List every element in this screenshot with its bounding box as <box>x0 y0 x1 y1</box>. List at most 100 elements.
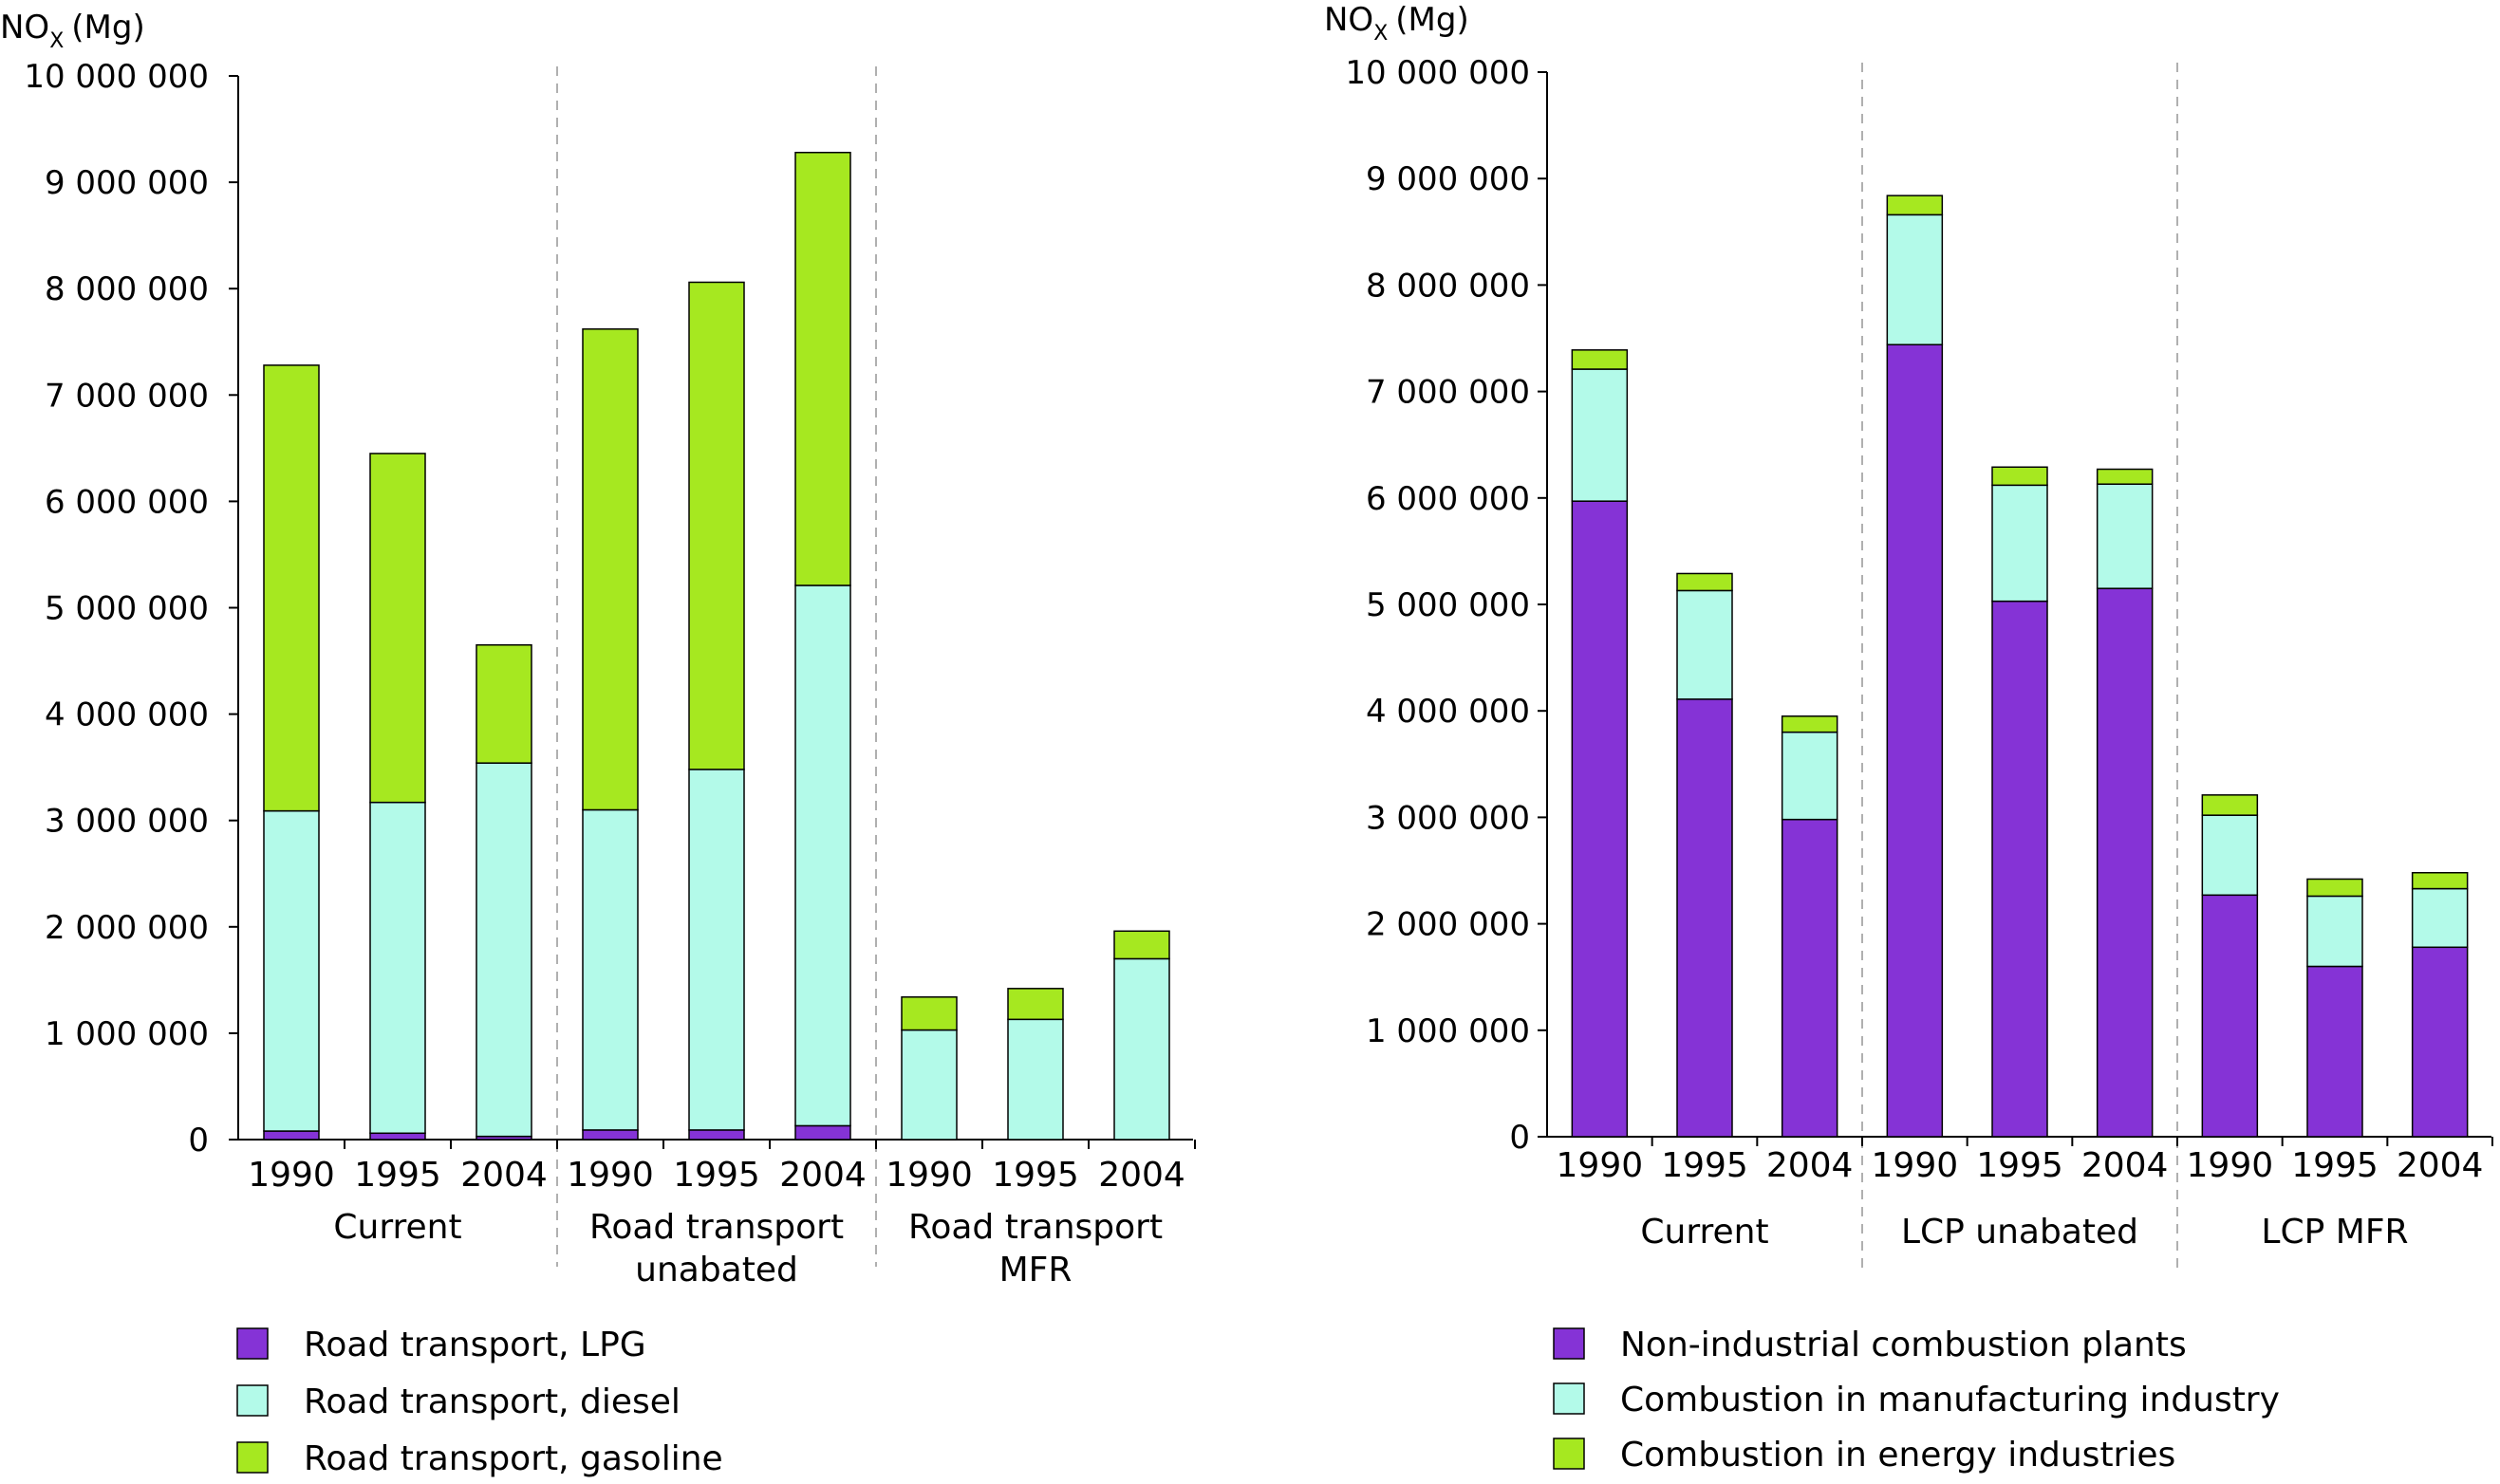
y-tick-label: 6 000 000 <box>1366 480 1530 518</box>
bar-segment-road-transport-gasoline <box>688 281 745 770</box>
bar-segment-road-transport-gasoline <box>1113 930 1170 960</box>
bar-segment-combustion-in-manufacturing-industry <box>1781 731 1838 821</box>
legend-label: Non-industrial combustion plants <box>1620 1326 2187 1364</box>
bar-segment-non-industrial-combustion-plants <box>1676 698 1733 1138</box>
bar-segment-road-transport-gasoline <box>901 996 958 1031</box>
bar-segment-road-transport-lpg <box>263 1130 320 1141</box>
bar-segment-road-transport-gasoline <box>794 151 851 586</box>
y-tick-label: 10 000 000 <box>24 58 209 96</box>
y-tick-label: 8 000 000 <box>1366 267 1530 305</box>
bar-segment-road-transport-gasoline <box>476 643 532 764</box>
x-tick-label: 1995 <box>673 1156 760 1195</box>
x-tick-label: 1990 <box>886 1156 973 1195</box>
x-tick-label: 2004 <box>460 1156 548 1195</box>
bar-segment-road-transport-diesel <box>1113 957 1170 1141</box>
y-axis-label-main: NO <box>1324 1 1373 39</box>
y-tick-label: 8 000 000 <box>45 270 209 308</box>
bar-segment-road-transport-diesel <box>369 801 426 1135</box>
bar-segment-combustion-in-manufacturing-industry <box>2306 895 2363 968</box>
group-label: Road transport <box>589 1208 844 1247</box>
y-tick-label: 9 000 000 <box>45 164 209 202</box>
x-tick-label: 1995 <box>1661 1146 1748 1185</box>
y-axis-label-main: NO <box>0 9 49 46</box>
bar-segment-combustion-in-energy-industries <box>2306 878 2363 898</box>
y-tick-label: 2 000 000 <box>45 909 209 947</box>
bar-segment-road-transport-diesel <box>263 809 320 1132</box>
y-tick-label: 4 000 000 <box>45 696 209 734</box>
x-tick-label: 2004 <box>779 1156 867 1195</box>
x-tick-label: 1990 <box>567 1156 654 1195</box>
y-axis-label-unit: (Mg) <box>71 9 144 46</box>
bar-segment-non-industrial-combustion-plants <box>2201 894 2259 1138</box>
x-tick-label: 1990 <box>2187 1146 2274 1185</box>
x-tick-label: 2004 <box>2397 1146 2484 1185</box>
bar-segment-combustion-in-energy-industries <box>1571 349 1629 370</box>
bar-segment-road-transport-gasoline <box>1007 988 1064 1021</box>
legend-swatch <box>236 1441 269 1474</box>
bar-segment-non-industrial-combustion-plants <box>1781 818 1838 1138</box>
group-label: LCP unabated <box>1901 1213 2138 1252</box>
bar-segment-road-transport-lpg <box>369 1132 426 1141</box>
group-label: unabated <box>635 1251 798 1289</box>
x-tick-label: 1995 <box>2291 1146 2379 1185</box>
group-label: LCP MFR <box>2261 1213 2408 1252</box>
legend-label: Road transport, diesel <box>304 1382 681 1421</box>
y-tick-label: 2 000 000 <box>1366 906 1530 944</box>
bar-segment-combustion-in-manufacturing-industry <box>1991 484 2048 603</box>
bar-segment-combustion-in-manufacturing-industry <box>1571 368 1629 502</box>
y-tick-label: 0 <box>1509 1119 1530 1157</box>
y-axis-label: NOX (Mg) <box>0 9 145 53</box>
x-tick-label: 2004 <box>1766 1146 1854 1185</box>
bar-segment-road-transport-diesel <box>582 808 639 1131</box>
x-tick-label: 1995 <box>992 1156 1079 1195</box>
y-tick-label: 7 000 000 <box>45 377 209 415</box>
x-tick-label: 1990 <box>1872 1146 1959 1185</box>
group-label: MFR <box>999 1251 1073 1289</box>
x-tick-label: 2004 <box>2081 1146 2169 1185</box>
bar-segment-non-industrial-combustion-plants <box>1991 600 2048 1138</box>
legend-label: Road transport, LPG <box>304 1326 646 1364</box>
bar-segment-combustion-in-energy-industries <box>1676 572 1733 592</box>
bar-segment-combustion-in-energy-industries <box>2096 468 2154 485</box>
legend-swatch <box>1553 1438 1585 1470</box>
bar-segment-non-industrial-combustion-plants <box>2411 946 2469 1138</box>
y-axis-label-subscript: X <box>1373 22 1388 46</box>
legend-swatch <box>236 1327 269 1360</box>
group-label: Current <box>1640 1213 1768 1252</box>
x-tick-label: 1995 <box>354 1156 441 1195</box>
chart-2: NOX (Mg) 0 1 000 000 2 000 000 3 000 000 4 000… <box>1324 1 2493 1475</box>
y-tick-label: 9 000 000 <box>1366 160 1530 198</box>
bar-segment-road-transport-lpg <box>794 1124 851 1141</box>
y-axis-label-subscript: X <box>49 29 64 53</box>
bar-segment-road-transport-gasoline <box>369 453 426 804</box>
y-tick-label: 1 000 000 <box>1366 1012 1530 1050</box>
y-tick-label: 4 000 000 <box>1366 693 1530 731</box>
bar-segment-combustion-in-energy-industries <box>1886 195 1944 216</box>
bar-segment-non-industrial-combustion-plants <box>1571 500 1629 1138</box>
y-tick-label: 3 000 000 <box>1366 799 1530 837</box>
y-tick-label: 6 000 000 <box>45 483 209 521</box>
bar-segment-combustion-in-energy-industries <box>2201 794 2259 816</box>
chart-1: NOX (Mg) 0 1 000 000 2 000 000 3 000 000 4 000… <box>0 9 1196 1478</box>
x-tick-label: 1995 <box>1976 1146 2063 1185</box>
bar-segment-road-transport-diesel <box>476 762 532 1138</box>
bar-segment-combustion-in-manufacturing-industry <box>2411 887 2469 949</box>
bar-segment-non-industrial-combustion-plants <box>2096 587 2154 1138</box>
bar-segment-road-transport-diesel <box>901 1029 958 1141</box>
bar-segment-combustion-in-manufacturing-industry <box>2201 814 2259 897</box>
bar-segment-combustion-in-manufacturing-industry <box>1886 213 1944 345</box>
y-tick-label: 5 000 000 <box>1366 586 1530 624</box>
y-tick-label: 3 000 000 <box>45 803 209 841</box>
bar-segment-road-transport-gasoline <box>582 328 639 811</box>
group-label: Road transport <box>908 1208 1163 1247</box>
bar-segment-road-transport-lpg <box>582 1129 639 1141</box>
bar-segment-road-transport-gasoline <box>263 364 320 812</box>
bar-segment-combustion-in-manufacturing-industry <box>2096 483 2154 589</box>
y-axis-label: NOX (Mg) <box>1324 1 1469 46</box>
bar-segment-non-industrial-combustion-plants <box>2306 965 2363 1138</box>
bar-segment-road-transport-lpg <box>688 1129 745 1141</box>
legend-swatch <box>236 1384 269 1417</box>
legend-label: Combustion in manufacturing industry <box>1620 1381 2280 1419</box>
